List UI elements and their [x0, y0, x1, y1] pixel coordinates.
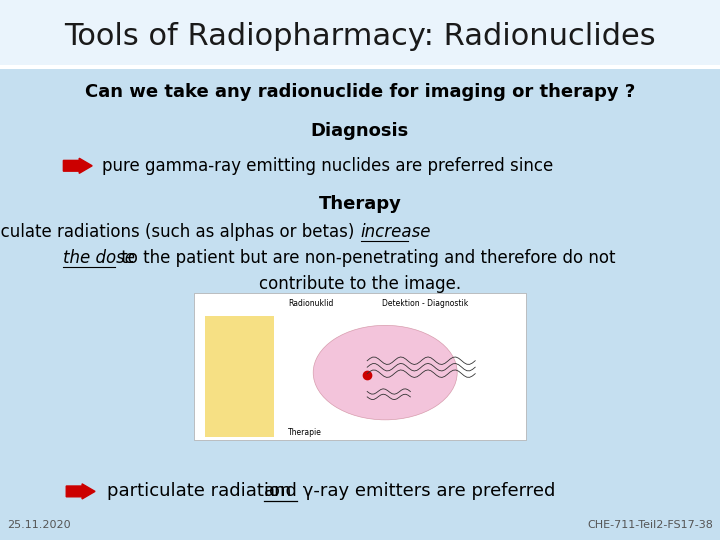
Text: Therapy: Therapy [318, 195, 402, 213]
Ellipse shape [313, 325, 457, 420]
Text: increase: increase [361, 223, 431, 241]
Bar [0, 65, 720, 69]
FancyArrow shape [63, 158, 92, 173]
Text: and: and [264, 482, 297, 501]
Text: particulate radiations (such as alphas or betas): particulate radiations (such as alphas o… [0, 223, 360, 241]
Bar [194, 293, 526, 440]
Text: Radionuklid: Radionuklid [288, 299, 333, 308]
Text: Can we take any radionuclide for imaging or therapy ?: Can we take any radionuclide for imaging… [85, 83, 635, 101]
Bar [0, 65, 720, 540]
Text: particulate radiation: particulate radiation [107, 482, 297, 501]
Text: 25.11.2020: 25.11.2020 [7, 520, 71, 530]
Text: to the patient but are non-penetrating and therefore do not: to the patient but are non-penetrating a… [116, 249, 616, 267]
Text: CHE-711-Teil2-FS17-38: CHE-711-Teil2-FS17-38 [587, 520, 713, 530]
Text: the dose: the dose [63, 249, 135, 267]
Text: Tools of Radiopharmacy: Radionuclides: Tools of Radiopharmacy: Radionuclides [64, 22, 656, 51]
Text: Diagnosis: Diagnosis [311, 122, 409, 140]
Text: pure gamma-ray emitting nuclides are preferred since: pure gamma-ray emitting nuclides are pre… [102, 157, 554, 175]
Text: γ-ray emitters are preferred: γ-ray emitters are preferred [297, 482, 555, 501]
Text: Detektion - Diagnostik: Detektion - Diagnostik [382, 299, 468, 308]
Bar [205, 316, 274, 437]
Text: contribute to the image.: contribute to the image. [259, 275, 461, 293]
FancyArrow shape [66, 484, 95, 499]
Text: Therapie: Therapie [288, 428, 322, 437]
Bar [0, 0, 720, 65]
